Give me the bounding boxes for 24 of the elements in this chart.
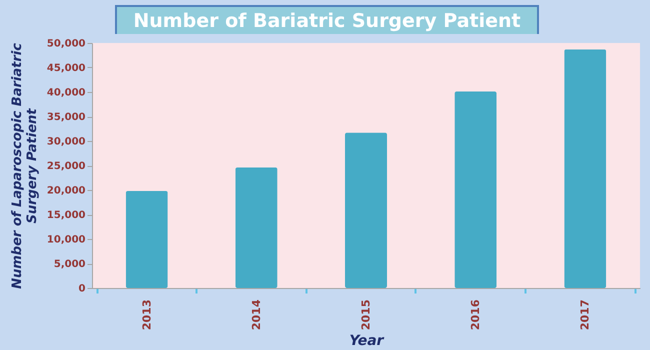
bar [235,167,278,288]
y-tick-label: 25,000 [46,161,86,172]
y-tick-label: 0 [78,284,86,294]
y-tick-label: 45,000 [46,63,86,74]
x-tick-label: 2016 [469,299,482,330]
y-tick-label: 15,000 [46,210,86,221]
y-tick-label: 20,000 [46,186,86,196]
y-tick-label: 50,000 [46,38,86,50]
y-tick-label: 5,000 [54,259,86,270]
bar [345,132,387,288]
y-tick-label: 40,000 [46,88,86,98]
bar [126,190,168,288]
y-axis-title: Number of Laparoscopic Bariatric Surgery Patient [10,42,40,289]
y-tick-label: 10,000 [46,234,86,246]
x-tick-label: 2015 [360,300,372,330]
x-tick-label: 2017 [578,300,592,330]
bar [564,49,606,288]
x-tick-label: 2013 [140,300,154,330]
x-axis-title: Year [349,333,385,350]
x-tick-label: 2014 [250,299,263,330]
bar [454,92,497,288]
y-tick-label: 35,000 [46,112,86,123]
chart-title: Number of Bariatric Surgery Patient [115,5,539,37]
y-tick-label: 30,000 [46,136,86,148]
